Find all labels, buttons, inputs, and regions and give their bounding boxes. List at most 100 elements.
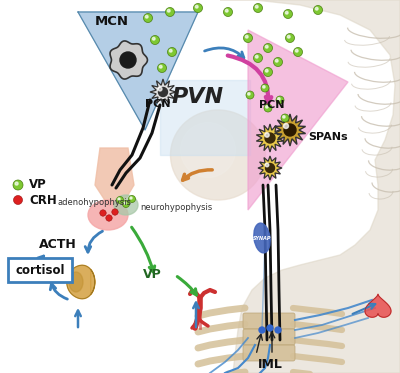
Circle shape [195,5,198,8]
Circle shape [259,327,265,333]
Circle shape [265,133,269,137]
Circle shape [315,7,318,10]
Circle shape [168,47,176,56]
Polygon shape [220,0,400,373]
Circle shape [244,34,252,43]
Circle shape [265,163,269,167]
Circle shape [275,59,278,62]
Polygon shape [67,265,95,299]
Circle shape [285,12,288,14]
Circle shape [245,35,248,38]
Circle shape [13,180,23,190]
Circle shape [254,53,262,63]
Text: PVN: PVN [172,87,224,107]
Circle shape [120,52,136,68]
Circle shape [265,133,275,143]
Circle shape [284,124,296,136]
Circle shape [281,114,289,122]
FancyBboxPatch shape [243,313,295,329]
Circle shape [167,9,170,12]
Ellipse shape [88,200,128,230]
Circle shape [158,87,162,91]
Circle shape [284,123,288,129]
Circle shape [266,163,274,172]
Text: VP: VP [29,179,47,191]
Circle shape [278,98,280,100]
Circle shape [159,65,162,68]
Circle shape [158,88,168,97]
Text: PCN: PCN [259,100,285,110]
Circle shape [314,6,322,15]
Circle shape [255,5,258,8]
Circle shape [194,3,202,13]
Circle shape [150,35,160,44]
Circle shape [275,327,281,333]
Circle shape [266,106,268,108]
Polygon shape [95,148,134,205]
Text: SPANs: SPANs [308,132,348,142]
FancyBboxPatch shape [243,329,295,345]
Circle shape [116,197,124,204]
Ellipse shape [114,195,138,215]
Circle shape [122,201,130,207]
Circle shape [286,34,294,43]
Circle shape [152,37,155,40]
Circle shape [264,68,272,76]
Circle shape [128,195,136,203]
FancyBboxPatch shape [8,258,72,282]
Circle shape [248,93,250,95]
Circle shape [112,209,118,215]
Ellipse shape [170,110,266,200]
FancyBboxPatch shape [160,80,250,155]
Text: IML: IML [258,358,282,371]
Text: CRH: CRH [29,194,57,207]
Circle shape [14,195,22,204]
Text: PCN: PCN [145,99,171,109]
Text: cortisol: cortisol [15,263,65,276]
Ellipse shape [69,272,83,292]
Circle shape [225,9,228,12]
Circle shape [130,197,132,199]
Text: VP: VP [143,268,161,281]
Polygon shape [110,41,148,79]
Ellipse shape [180,122,236,178]
Circle shape [224,7,232,16]
Circle shape [255,55,258,58]
Text: MCN: MCN [95,15,129,28]
Polygon shape [258,156,282,180]
Circle shape [246,91,254,99]
Circle shape [295,49,298,52]
Polygon shape [365,294,391,317]
Circle shape [287,35,290,38]
Circle shape [124,202,126,204]
Polygon shape [274,114,306,146]
Circle shape [144,13,152,22]
Circle shape [263,86,265,88]
Ellipse shape [254,223,270,253]
Circle shape [267,325,273,331]
Circle shape [294,47,302,56]
Circle shape [276,96,284,104]
Polygon shape [248,30,348,210]
Circle shape [274,57,282,66]
Circle shape [283,116,285,118]
Circle shape [264,44,272,53]
FancyBboxPatch shape [243,345,295,361]
Polygon shape [256,124,284,152]
Circle shape [166,7,174,16]
Polygon shape [78,12,198,130]
Circle shape [254,3,262,13]
Circle shape [118,198,120,200]
Polygon shape [150,79,176,105]
Circle shape [145,15,148,18]
Circle shape [284,9,292,19]
Text: ACTH: ACTH [39,238,77,251]
Circle shape [158,63,166,72]
Circle shape [264,104,272,112]
Circle shape [265,69,268,72]
Circle shape [169,49,172,52]
Text: neurohypophysis: neurohypophysis [140,203,212,212]
Circle shape [261,84,269,92]
Text: SYNAP: SYNAP [253,235,271,241]
Circle shape [100,210,106,216]
